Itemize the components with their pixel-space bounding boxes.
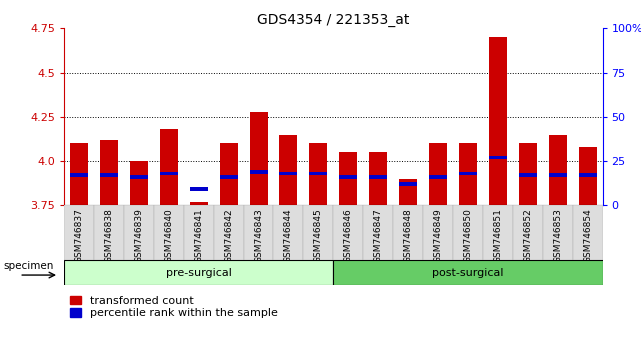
Text: GSM746842: GSM746842 [224, 208, 233, 263]
Bar [279, 171, 297, 175]
Bar [124, 205, 154, 260]
Text: GSM746851: GSM746851 [494, 208, 503, 263]
Bar [489, 37, 507, 205]
Text: GSM746837: GSM746837 [74, 208, 83, 263]
Bar [249, 170, 267, 173]
Bar [220, 175, 238, 179]
Text: pre-surgical: pre-surgical [166, 268, 231, 278]
Text: specimen: specimen [3, 261, 54, 272]
Bar [369, 152, 387, 205]
Text: GSM746841: GSM746841 [194, 208, 203, 263]
Title: GDS4354 / 221353_at: GDS4354 / 221353_at [257, 13, 410, 27]
Bar [339, 175, 357, 179]
Bar [130, 175, 148, 179]
Text: post-surgical: post-surgical [432, 268, 504, 278]
Bar [310, 143, 328, 205]
Text: GSM746843: GSM746843 [254, 208, 263, 263]
Bar [70, 143, 88, 205]
Bar [274, 205, 303, 260]
Text: GSM746839: GSM746839 [135, 208, 144, 263]
Bar [249, 112, 267, 205]
Bar [483, 205, 513, 260]
Bar [579, 147, 597, 205]
Bar [220, 143, 238, 205]
Bar [64, 205, 94, 260]
Bar [579, 173, 597, 177]
Bar [160, 129, 178, 205]
Text: GSM746848: GSM746848 [404, 208, 413, 263]
Bar [519, 143, 537, 205]
Bar [459, 143, 477, 205]
Bar [393, 205, 423, 260]
Bar [160, 171, 178, 175]
Bar [363, 205, 393, 260]
Bar [399, 182, 417, 186]
Bar [429, 143, 447, 205]
Bar [519, 173, 537, 177]
Bar [244, 205, 274, 260]
Bar [303, 205, 333, 260]
Bar [429, 175, 447, 179]
Text: GSM746850: GSM746850 [463, 208, 472, 263]
Bar [459, 171, 477, 175]
Bar [339, 152, 357, 205]
Bar [423, 205, 453, 260]
Text: GSM746853: GSM746853 [553, 208, 562, 263]
Legend: transformed count, percentile rank within the sample: transformed count, percentile rank withi… [70, 296, 278, 318]
Bar [213, 205, 244, 260]
Text: GSM746846: GSM746846 [344, 208, 353, 263]
Text: GSM746854: GSM746854 [583, 208, 592, 263]
Text: GSM746838: GSM746838 [104, 208, 113, 263]
Bar [453, 205, 483, 260]
Bar [513, 205, 543, 260]
Bar [190, 202, 208, 205]
Bar [549, 173, 567, 177]
Text: GSM746852: GSM746852 [523, 208, 532, 263]
Bar [369, 175, 387, 179]
Bar [399, 179, 417, 205]
Bar [279, 135, 297, 205]
Bar [100, 140, 118, 205]
Bar [94, 205, 124, 260]
Text: GSM746845: GSM746845 [314, 208, 323, 263]
Text: GSM746847: GSM746847 [374, 208, 383, 263]
Bar [154, 205, 184, 260]
Bar [64, 260, 333, 285]
Bar [130, 161, 148, 205]
Bar [333, 260, 603, 285]
Bar [572, 205, 603, 260]
Bar [100, 173, 118, 177]
Text: GSM746844: GSM746844 [284, 208, 293, 263]
Bar [543, 205, 572, 260]
Bar [489, 156, 507, 160]
Bar [190, 188, 208, 191]
Bar [549, 135, 567, 205]
Text: GSM746840: GSM746840 [164, 208, 173, 263]
Text: GSM746849: GSM746849 [433, 208, 442, 263]
Bar [70, 173, 88, 177]
Bar [310, 171, 328, 175]
Bar [333, 205, 363, 260]
Bar [184, 205, 213, 260]
